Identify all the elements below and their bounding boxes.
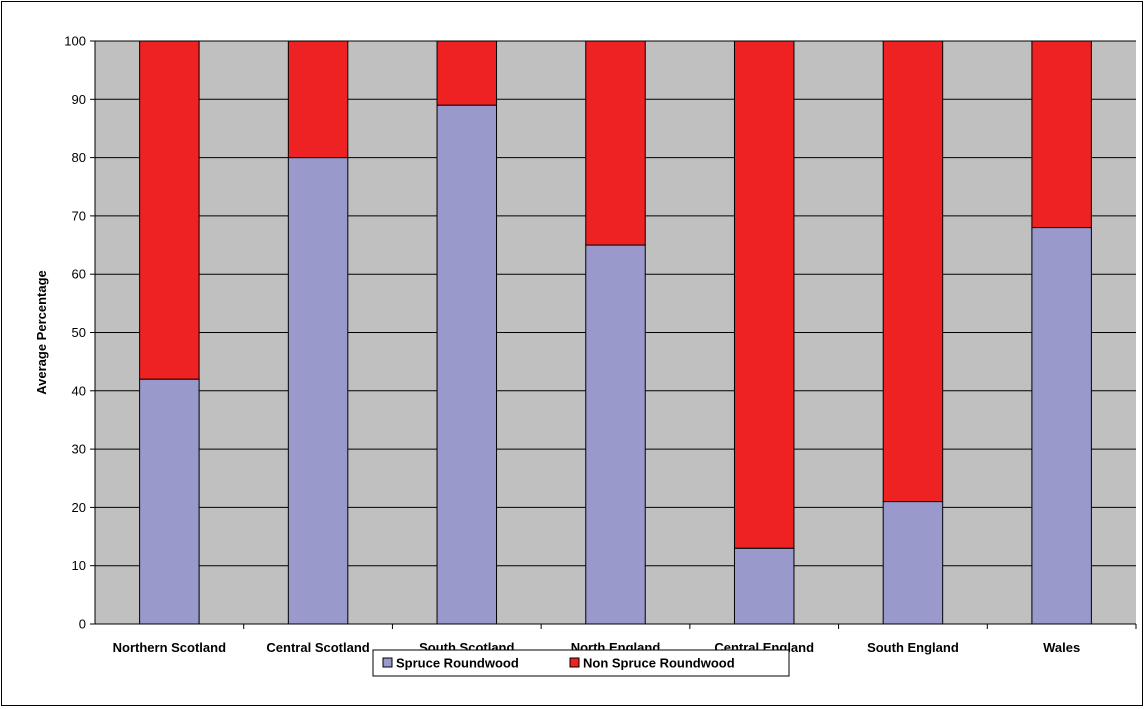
legend-swatch (382, 657, 393, 668)
legend: Spruce Roundwood Non Spruce Roundwood (372, 649, 790, 677)
x-axis-ticks: Northern Scotland Central Scotland South S… (113, 624, 1137, 655)
y-tick-label: 30 (72, 442, 86, 457)
y-tick-label: 10 (72, 558, 86, 573)
y-tick-label: 70 (72, 208, 86, 223)
bar-segment-non-spruce (585, 40, 646, 246)
y-tick-label: 50 (72, 325, 86, 340)
bar-segment-spruce (1031, 227, 1092, 625)
y-tick-label: 100 (64, 34, 86, 49)
y-axis-title: Average Percentage (34, 270, 49, 395)
bar-segment-spruce (585, 244, 646, 625)
bar-segment-spruce (287, 157, 349, 625)
bar-segment-spruce (882, 501, 944, 625)
y-tick-label: 90 (72, 92, 86, 107)
bar-segment-non-spruce (287, 40, 349, 159)
bar-segment-non-spruce (733, 40, 795, 549)
y-tick-label: 20 (72, 500, 86, 515)
bar-segment-non-spruce (139, 40, 200, 380)
bar-segment-non-spruce (1031, 40, 1092, 229)
y-tick-label: 60 (72, 267, 86, 282)
legend-swatch (569, 657, 580, 668)
x-tick-label: Northern Scotland (113, 640, 226, 655)
x-tick-label: South England (867, 640, 959, 655)
y-tick-label: 40 (72, 383, 86, 398)
y-tick-label: 80 (72, 150, 86, 165)
legend-label: Spruce Roundwood (396, 656, 519, 671)
plot-area (94, 40, 1136, 625)
x-tick-label: Central Scotland (266, 640, 369, 655)
legend-label: Non Spruce Roundwood (583, 656, 735, 671)
bar-segment-non-spruce (882, 40, 944, 503)
bar-segment-spruce (139, 378, 200, 625)
y-tick-label: 0 (79, 617, 86, 632)
legend-box (372, 649, 790, 677)
bars (139, 40, 1092, 625)
bar-segment-spruce (733, 547, 795, 625)
bar-segment-non-spruce (436, 40, 498, 106)
bar-segment-spruce (436, 104, 498, 625)
y-axis-ticks: 0 10 20 30 40 50 60 70 80 90 100 (64, 34, 95, 632)
x-tick-label: Wales (1043, 640, 1080, 655)
